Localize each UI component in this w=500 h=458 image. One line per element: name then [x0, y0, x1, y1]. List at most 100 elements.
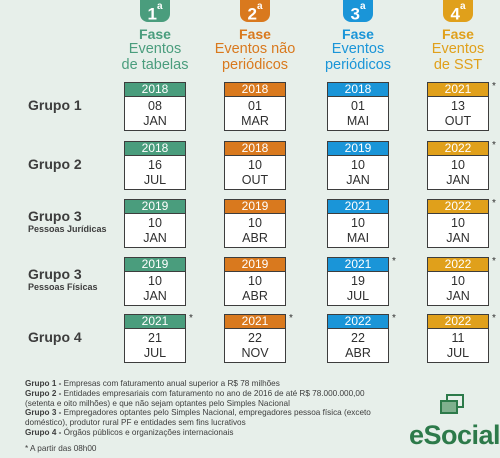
card-day: 10 [451, 158, 465, 172]
calendar-date-card: 2022 11 JUL [427, 314, 489, 363]
card-year: 2021 [328, 200, 388, 214]
card-day: 10 [451, 274, 465, 288]
card-month: JUL [446, 346, 470, 360]
card-year: 2021 [225, 315, 285, 329]
card-day: 11 [451, 331, 465, 345]
calendar-date-card: 2022 10 JAN [427, 141, 489, 190]
phase-number-suffix: a [256, 1, 263, 12]
legend-text: Empregadores optantes pelo Simples Nacio… [25, 408, 371, 428]
card-month: JUL [143, 173, 167, 187]
phase-number-suffix: a [459, 1, 466, 12]
phase-name: Fase [239, 25, 271, 42]
group-label: Grupo 3 Pessoas Físicas [28, 267, 98, 293]
group-name: Grupo 3 [28, 208, 82, 224]
legend-text: Entidades empresariais com faturamento n… [25, 388, 365, 408]
card-day: 01 [248, 99, 262, 113]
card-day: 10 [451, 216, 465, 230]
card-year: 2022 [428, 258, 488, 272]
card-year: 2018 [125, 142, 185, 156]
card-month: JAN [143, 114, 167, 128]
legend-key: Grupo 1 - [25, 379, 62, 388]
card-day: 10 [148, 274, 162, 288]
footnote: * A partir das 08h00 [25, 444, 97, 453]
phase-description-line1: Eventos não [214, 40, 296, 57]
calendar-date-card: 2022 10 JAN [427, 199, 489, 248]
group-label: Grupo 2 [28, 157, 82, 172]
phase-description-line2: de SST [433, 56, 483, 73]
phase-header-1: 1a Fase Eventos de tabelas [100, 0, 210, 78]
card-day: 10 [148, 216, 162, 230]
card-day: 22 [351, 331, 365, 345]
legend-key: Grupo 4 - [25, 427, 62, 437]
card-month: JAN [446, 231, 470, 245]
phase-number: 3 [350, 4, 360, 24]
phase-number: 2 [247, 4, 257, 24]
legend-text: Órgãos públicos e organizações internaci… [61, 427, 234, 437]
card-month: JAN [446, 173, 470, 187]
card-month: OUT [444, 114, 472, 128]
card-day: 10 [248, 216, 262, 230]
card-year: 2021 [125, 315, 185, 329]
group-name: Grupo 3 [28, 266, 82, 282]
calendar-date-card: 2018 08 JAN [124, 82, 186, 131]
legend-item: Grupo 4 - Órgãos públicos e organizações… [25, 428, 375, 438]
card-year: 2019 [225, 258, 285, 272]
calendar-date-card: 2018 10 OUT [224, 141, 286, 190]
esocial-logo-icon [440, 394, 464, 414]
phase-description-line2: periódicos [221, 56, 289, 73]
card-month: NOV [241, 346, 269, 360]
phase-header-4: 4a Fase Eventos de SST [403, 0, 500, 78]
asterisk-mark: * [289, 313, 293, 324]
card-month: JUL [143, 346, 167, 360]
phase-number-suffix: a [359, 1, 366, 12]
phase-description-line2: de tabelas [121, 56, 189, 73]
card-month: ABR [242, 289, 268, 303]
phase-number-badge: 2a [240, 0, 270, 24]
calendar-date-card: 2022 10 JAN [427, 257, 489, 306]
calendar-date-card: 2018 01 MAI [327, 82, 389, 131]
phase-number-badge: 4a [443, 0, 473, 24]
calendar-date-card: 2019 10 JAN [124, 199, 186, 248]
group-name: Grupo 4 [28, 329, 82, 345]
card-day: 10 [248, 274, 262, 288]
card-day: 10 [248, 158, 262, 172]
calendar-date-card: 2021 19 JUL [327, 257, 389, 306]
group-label: Grupo 1 [28, 98, 82, 113]
calendar-date-card: 2021 13 OUT [427, 82, 489, 131]
calendar-date-card: 2019 10 JAN [327, 141, 389, 190]
legend-text: Empresas com faturamento anual superior … [61, 379, 280, 388]
group-legend: Grupo 1 - Empresas com faturamento anual… [25, 379, 375, 438]
card-year: 2022 [428, 200, 488, 214]
card-month: MAI [346, 231, 370, 245]
group-subtitle: Pessoas Jurídicas [28, 224, 107, 234]
asterisk-mark: * [392, 256, 396, 267]
card-day: 08 [148, 99, 162, 113]
card-year: 2021 [328, 258, 388, 272]
calendar-date-card: 2019 10 ABR [224, 257, 286, 306]
phase-header-3: 3a Fase Eventos periódicos [303, 0, 413, 78]
legend-key: Grupo 2 - [25, 388, 62, 398]
calendar-date-card: 2019 10 ABR [224, 199, 286, 248]
asterisk-mark: * [492, 313, 496, 324]
card-year: 2019 [328, 142, 388, 156]
card-month: JUL [346, 289, 370, 303]
card-day: 22 [248, 331, 262, 345]
card-day: 01 [351, 99, 365, 113]
calendar-date-card: 2018 01 MAR [224, 82, 286, 131]
phase-name: Fase [442, 25, 474, 42]
calendar-date-card: 2022 22 ABR [327, 314, 389, 363]
legend-item: Grupo 3 - Empregadores optantes pelo Sim… [25, 408, 375, 428]
card-year: 2022 [428, 315, 488, 329]
card-day: 16 [148, 158, 162, 172]
card-day: 19 [351, 274, 365, 288]
card-month: MAI [346, 114, 370, 128]
card-month: MAR [241, 114, 269, 128]
legend-item: Grupo 1 - Empresas com faturamento anual… [25, 379, 375, 389]
card-day: 10 [351, 216, 365, 230]
asterisk-mark: * [189, 313, 193, 324]
phase-number-badge: 1a [140, 0, 170, 24]
group-subtitle: Pessoas Físicas [28, 282, 98, 292]
card-month: ABR [345, 346, 371, 360]
phase-description-line1: Eventos [431, 40, 485, 57]
card-day: 10 [351, 158, 365, 172]
